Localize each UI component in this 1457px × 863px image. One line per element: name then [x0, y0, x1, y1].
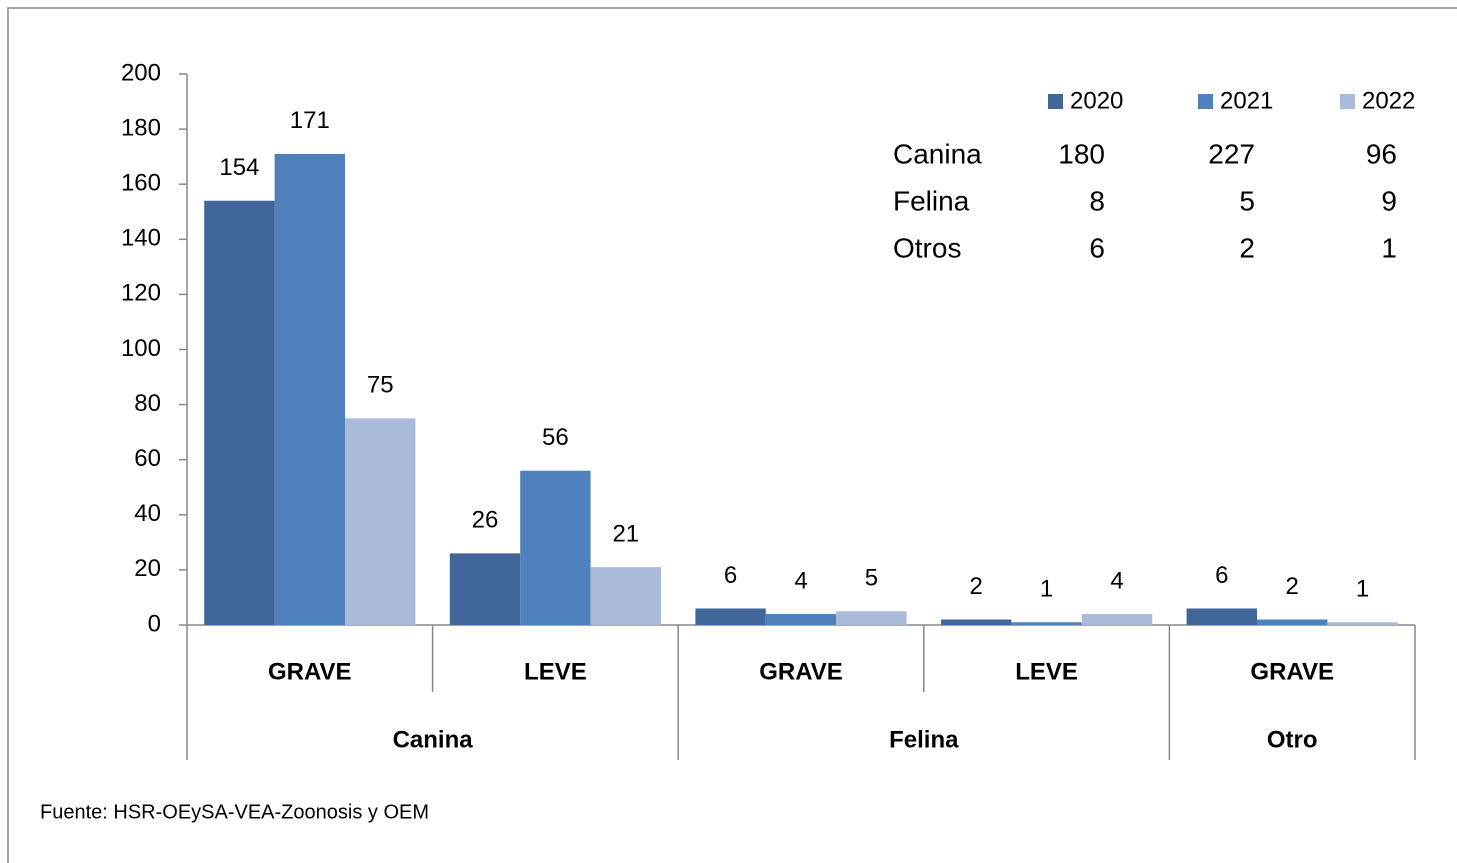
data-label: 154 — [219, 154, 259, 181]
y-tick-label: 140 — [121, 225, 161, 252]
group-label: Canina — [393, 726, 474, 753]
x-tick-label: LEVE — [1015, 658, 1078, 685]
bar — [345, 418, 416, 625]
x-tick-label: LEVE — [524, 658, 587, 685]
data-label: 4 — [1110, 567, 1123, 594]
table-row-label: Canina — [893, 138, 982, 169]
x-tick-label: GRAVE — [268, 658, 352, 685]
table-cell: 227 — [1208, 138, 1255, 169]
y-tick-label: 60 — [134, 445, 161, 472]
legend-swatch — [1048, 94, 1063, 109]
table-cell: 180 — [1058, 138, 1105, 169]
x-tick-label: GRAVE — [1250, 658, 1334, 685]
bar — [274, 153, 346, 625]
bar — [1186, 608, 1257, 625]
chart-frame — [7, 7, 1457, 863]
y-tick-label: 20 — [134, 555, 161, 582]
bar — [1011, 622, 1082, 625]
y-tick-label: 80 — [134, 390, 161, 417]
x-tick-label: GRAVE — [759, 658, 843, 685]
bar — [940, 619, 1012, 625]
bar — [590, 567, 662, 625]
table-cell: 2 — [1239, 232, 1255, 263]
y-tick-label: 100 — [121, 335, 161, 362]
legend-swatch — [1198, 94, 1213, 109]
y-tick-label: 40 — [134, 500, 161, 527]
bar — [1256, 619, 1328, 625]
legend-label: 2022 — [1362, 87, 1415, 114]
bar — [695, 608, 766, 625]
table-cell: 8 — [1089, 185, 1105, 216]
source-note: Fuente: HSR-OEySA-VEA-Zoonosis y OEM — [40, 801, 429, 823]
data-label: 6 — [1215, 562, 1228, 589]
bar — [765, 613, 837, 625]
data-label: 4 — [794, 567, 807, 594]
table-cell: 9 — [1381, 185, 1397, 216]
table-cell: 96 — [1366, 138, 1397, 169]
bar — [449, 553, 521, 625]
legend-label: 2021 — [1220, 87, 1273, 114]
table-row-label: Otros — [893, 232, 961, 263]
y-tick-label: 120 — [121, 280, 161, 307]
y-tick-label: 0 — [148, 610, 161, 637]
data-label: 5 — [865, 565, 878, 592]
group-label: Otro — [1267, 726, 1318, 753]
table-cell: 1 — [1381, 232, 1397, 263]
data-label: 171 — [290, 107, 330, 134]
data-label: 75 — [367, 372, 394, 399]
table-row-label: Felina — [893, 185, 970, 216]
group-label: Felina — [889, 726, 959, 753]
data-label: 1 — [1356, 576, 1369, 603]
bar — [1327, 622, 1398, 625]
data-label: 26 — [472, 507, 499, 534]
data-label: 6 — [724, 562, 737, 589]
data-label: 56 — [542, 424, 569, 451]
table-cell: 6 — [1089, 232, 1105, 263]
data-label: 21 — [612, 520, 639, 547]
bar — [1081, 613, 1153, 625]
bar — [836, 611, 907, 625]
data-label: 2 — [970, 573, 983, 600]
legend-label: 2020 — [1070, 87, 1123, 114]
y-tick-label: 160 — [121, 170, 161, 197]
legend-swatch — [1340, 94, 1355, 109]
y-tick-label: 200 — [121, 59, 161, 86]
table-cell: 5 — [1239, 185, 1255, 216]
data-label: 2 — [1286, 573, 1299, 600]
bar — [204, 200, 275, 626]
data-label: 1 — [1040, 576, 1053, 603]
bar — [520, 470, 591, 625]
y-tick-label: 180 — [121, 114, 161, 141]
